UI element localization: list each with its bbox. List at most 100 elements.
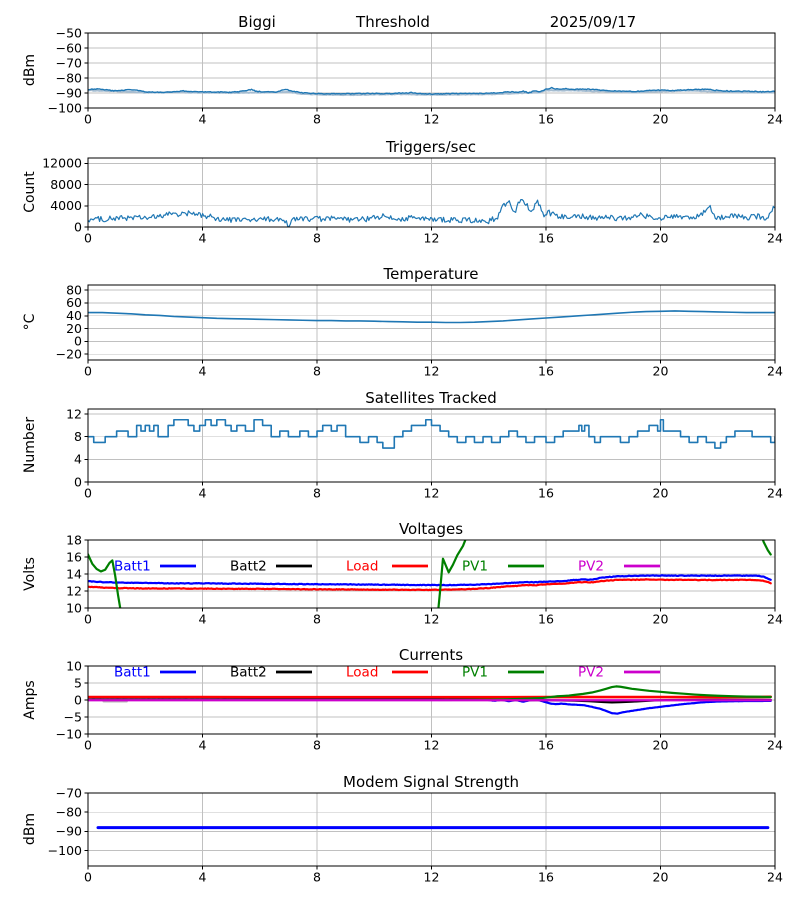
x-tick-label: 8 [313,112,321,127]
legend-label-load: Load [346,665,378,681]
y-tick-label: −70 [56,785,82,800]
x-tick-label: 24 [767,364,783,379]
threshold-trace-line [88,89,775,97]
x-tick-label: 8 [313,612,321,627]
chart2-title: Triggers/sec [386,138,476,156]
x-tick-label: 12 [424,231,440,246]
chart-1: 0 4 8 12 16 20 24 −50−60−70−80−90−100 [48,25,783,126]
y-tick-label: 20 [66,321,82,336]
chart4-ylabel: Number [22,416,38,474]
x-tick-label: 24 [767,738,783,753]
temperature-line [88,310,775,324]
x-tick-label: 4 [199,364,207,379]
chart1-title-station: Biggi [238,13,276,31]
x-tick-label: 24 [767,231,783,246]
y-tick-label: 5 [74,675,82,690]
y-tick-label: −100 [48,843,82,858]
y-tick-label: −80 [56,70,82,85]
x-tick-label: 8 [313,738,321,753]
x-tick-label: 0 [84,486,92,501]
chart-7: 0 4 8 12 16 20 24 −70 −80 −90 −100 [48,785,783,884]
x-tick-label: 0 [84,870,92,885]
chart7-ylabel: dBm [22,812,38,846]
y-tick-label: 80 [66,282,82,297]
x-tick-label: 0 [84,364,92,379]
x-tick-label: 12 [424,612,440,627]
chart-5: 0 4 8 12 16 20 24 10 12 14 16 18 Batt1 Batt2 Load PV1 PV… [66,532,783,627]
chart2-ylabel: Count [22,171,38,213]
x-tick-label: 16 [538,612,554,627]
chart4-title: Satellites Tracked [365,389,497,407]
x-tick-label: 4 [199,112,207,127]
x-tick-label: 20 [653,870,669,885]
legend-label-batt1: Batt1 [114,559,151,575]
y-tick-label: 18 [66,532,82,547]
chart6-title: Currents [398,646,464,664]
x-tick-label: 4 [199,738,207,753]
y-tick-label: 16 [66,549,82,564]
y-tick-label: 0 [74,474,82,489]
load-voltage-line [88,578,772,592]
y-tick-label: 14 [66,566,82,581]
legend-label-batt2: Batt2 [230,665,267,681]
chart1-title-date: 2025/09/17 [549,13,637,31]
batt1-current-line [88,698,772,715]
x-tick-label: 4 [199,231,207,246]
x-tick-label: 4 [199,612,207,627]
x-tick-label: 12 [424,870,440,885]
x-tick-label: 12 [424,486,440,501]
legend-label-batt1: Batt1 [114,665,151,681]
y-tick-label: −90 [56,824,82,839]
y-tick-label: 8 [74,429,82,444]
x-tick-label: 20 [653,112,669,127]
y-tick-label: −5 [64,709,82,724]
pv1-voltage-line [88,540,772,608]
legend-label-load: Load [346,559,378,575]
y-tick-label: 10 [66,600,82,615]
x-tick-label: 16 [538,870,554,885]
chart7-title: Modem Signal Strength [343,773,519,791]
chart-2: 0 4 8 12 16 20 24 0 4000 8000 12000 [42,156,783,246]
y-tick-label: 4000 [50,198,82,213]
y-tick-label: 0 [74,219,82,234]
legend-label-pv1: PV1 [462,559,488,575]
x-tick-label: 24 [767,870,783,885]
x-tick-label: 16 [538,112,554,127]
x-tick-label: 8 [313,870,321,885]
x-tick-label: 24 [767,112,783,127]
chart1-ylabel: dBm [22,53,38,87]
chart-4: 0 4 8 12 16 20 24 0 4 8 12 [66,406,783,500]
y-tick-label: −10 [56,726,82,741]
x-tick-label: 4 [199,486,207,501]
x-tick-label: 8 [313,231,321,246]
y-tick-label: −60 [56,40,82,55]
y-tick-label: −50 [56,25,82,40]
biggi-signal-line [88,86,775,95]
x-tick-label: 4 [199,870,207,885]
triggers-per-sec-line [88,199,775,227]
x-tick-label: 16 [538,486,554,501]
y-tick-label: −90 [56,85,82,100]
y-tick-label: 0 [74,334,82,349]
y-tick-label: 10 [66,658,82,673]
chart5-title: Voltages [398,520,464,538]
satellites-tracked-line [88,418,775,449]
x-tick-label: 20 [653,364,669,379]
x-tick-label: 12 [424,112,440,127]
y-tick-label: −70 [56,55,82,70]
chart5-ylabel: Volts [22,557,38,591]
x-tick-label: 16 [538,231,554,246]
chart6-ylabel: Amps [22,680,38,720]
legend-label-pv2: PV2 [578,665,604,681]
x-tick-label: 8 [313,364,321,379]
y-tick-label: 40 [66,308,82,323]
x-tick-label: 12 [424,738,440,753]
x-tick-label: 8 [313,486,321,501]
x-tick-label: 20 [653,612,669,627]
chart3-ylabel: °C [22,313,38,331]
y-tick-label: −20 [56,347,82,362]
x-tick-label: 0 [84,738,92,753]
x-tick-label: 0 [84,112,92,127]
